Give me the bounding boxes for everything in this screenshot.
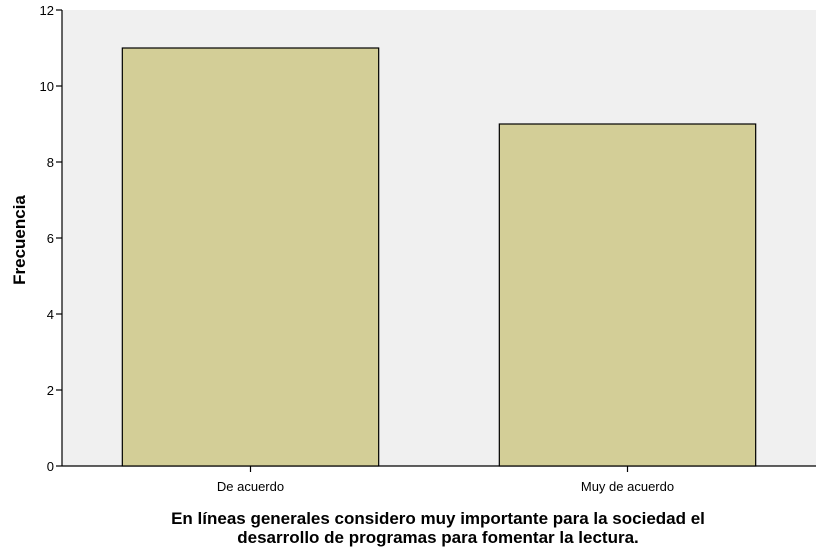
y-tick-label: 0: [47, 459, 54, 474]
bar-de-acuerdo: [121, 47, 380, 467]
bar-muy-de-acuerdo: [498, 123, 757, 467]
x-tick-label: De acuerdo: [217, 479, 284, 494]
y-tick-label: 10: [40, 79, 54, 94]
x-axis-label-line-1: En líneas generales considero muy import…: [171, 509, 705, 528]
x-axis: De acuerdo Muy de acuerdo: [62, 465, 816, 494]
x-axis-label: En líneas generales considero muy import…: [60, 509, 816, 547]
x-tick-label: Muy de acuerdo: [581, 479, 674, 494]
y-tick-label: 6: [47, 231, 54, 246]
x-axis-label-line-2: desarrollo de programas para fomentar la…: [237, 528, 639, 547]
y-tick-label: 2: [47, 383, 54, 398]
y-tick-label: 4: [47, 307, 54, 322]
y-tick-label: 8: [47, 155, 54, 170]
bars: [121, 47, 757, 467]
y-axis: 0 2 4 6 8 10 12: [40, 3, 63, 474]
y-axis-label: Frecuencia: [10, 195, 29, 285]
y-tick-label: 12: [40, 3, 54, 18]
